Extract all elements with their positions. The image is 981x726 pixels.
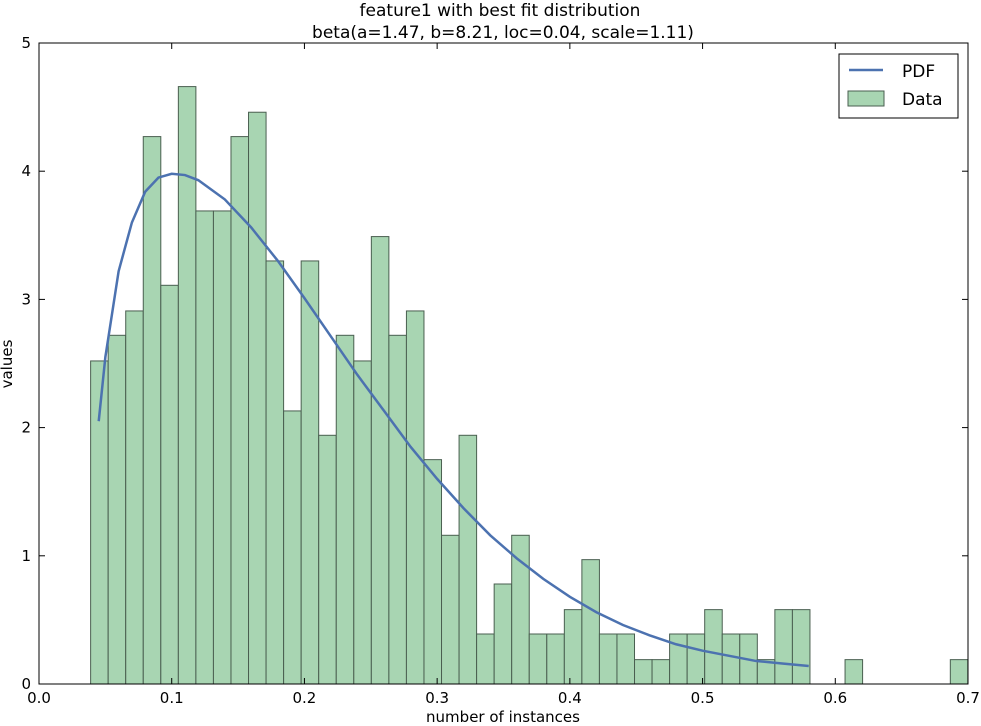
x-tick-label: 0.0 [27, 689, 51, 707]
histogram-bar [248, 111, 267, 685]
legend-data-swatch [847, 90, 885, 107]
y-tick-label: 0 [21, 675, 31, 693]
histogram-bar [142, 136, 162, 685]
x-tick-label: 0.7 [956, 689, 980, 707]
histogram-bar [125, 310, 144, 685]
chart-title: feature1 with best fit distribution [360, 1, 641, 21]
histogram-bar [335, 334, 355, 685]
histogram-bar [528, 633, 548, 685]
x-tick-label: 0.3 [425, 689, 449, 707]
histogram-bar [195, 210, 214, 685]
y-tick-label: 4 [21, 162, 31, 180]
histogram-bar [686, 633, 706, 685]
histogram-bar [774, 609, 793, 685]
x-tick-label: 0.5 [691, 689, 715, 707]
histogram-bar [353, 360, 372, 685]
x-tick-label: 0.1 [160, 689, 184, 707]
histogram-bar [405, 310, 425, 685]
histogram-bar [563, 609, 583, 685]
x-tick-label: 0.2 [292, 689, 316, 707]
y-tick-label: 2 [21, 419, 31, 437]
axes [38, 42, 969, 685]
x-tick-label: 0.6 [823, 689, 847, 707]
histogram-bar [423, 459, 443, 685]
histogram-bar [791, 609, 811, 685]
histogram-bars [90, 86, 969, 685]
histogram-bar [107, 334, 127, 685]
legend-box [838, 53, 959, 119]
legend-data-label: Data [902, 90, 943, 110]
y-tick-label: 1 [21, 547, 31, 565]
pdf-curve-group [97, 172, 809, 668]
histogram-bar [441, 534, 460, 685]
histogram-bar [300, 260, 320, 685]
y-axis-label: values [0, 339, 16, 388]
histogram-bar [634, 659, 653, 685]
histogram-bar [318, 434, 337, 685]
histogram-bar [283, 410, 302, 685]
legend: PDF Data [838, 53, 959, 119]
histogram-bar [493, 583, 513, 685]
histogram-bar [669, 633, 688, 685]
histogram-bar [704, 609, 723, 685]
axis-ticks: 0.0 0.1 0.2 0.3 0.4 0.5 0.6 0.7 0 1 2 3 4 5 [21, 34, 979, 707]
x-axis-label: number of instances [426, 708, 580, 726]
histogram-bar [458, 434, 478, 685]
histogram-bar [721, 633, 741, 685]
histogram-bar [160, 284, 179, 685]
x-tick-label: 0.4 [558, 689, 582, 707]
y-tick-label: 3 [21, 290, 31, 308]
histogram-bar [546, 633, 565, 685]
histogram-bar [616, 633, 636, 685]
histogram-bar [844, 659, 864, 685]
plot-frame [38, 42, 969, 685]
chart-subtitle: beta(a=1.47, b=8.21, loc=0.04, scale=1.1… [312, 23, 694, 43]
histogram-bar [388, 334, 407, 685]
histogram-bar [265, 260, 285, 685]
histogram-bar [212, 210, 232, 685]
histogram-bar [230, 136, 250, 685]
histogram-bar [598, 633, 618, 685]
histogram-bar [581, 559, 600, 685]
histogram-bar [370, 236, 390, 685]
histogram-bar [651, 659, 671, 685]
legend-pdf-label: PDF [902, 62, 935, 82]
pdf-curve [97, 172, 809, 668]
y-tick-label: 5 [21, 34, 31, 52]
histogram-bar [476, 633, 495, 685]
histogram-bar [949, 659, 969, 685]
